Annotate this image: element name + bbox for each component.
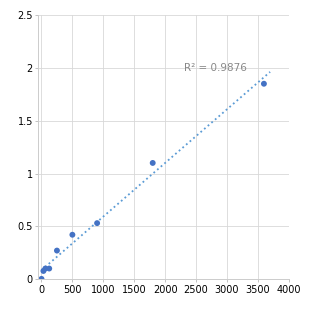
Point xyxy=(47,266,52,271)
Text: R² = 0.9876: R² = 0.9876 xyxy=(183,63,246,73)
Point xyxy=(95,221,100,226)
Point xyxy=(150,160,155,165)
Point xyxy=(41,268,46,273)
Point xyxy=(261,81,266,86)
Point xyxy=(70,232,75,237)
Point xyxy=(55,248,60,253)
Point xyxy=(39,276,44,281)
Point xyxy=(43,266,48,271)
